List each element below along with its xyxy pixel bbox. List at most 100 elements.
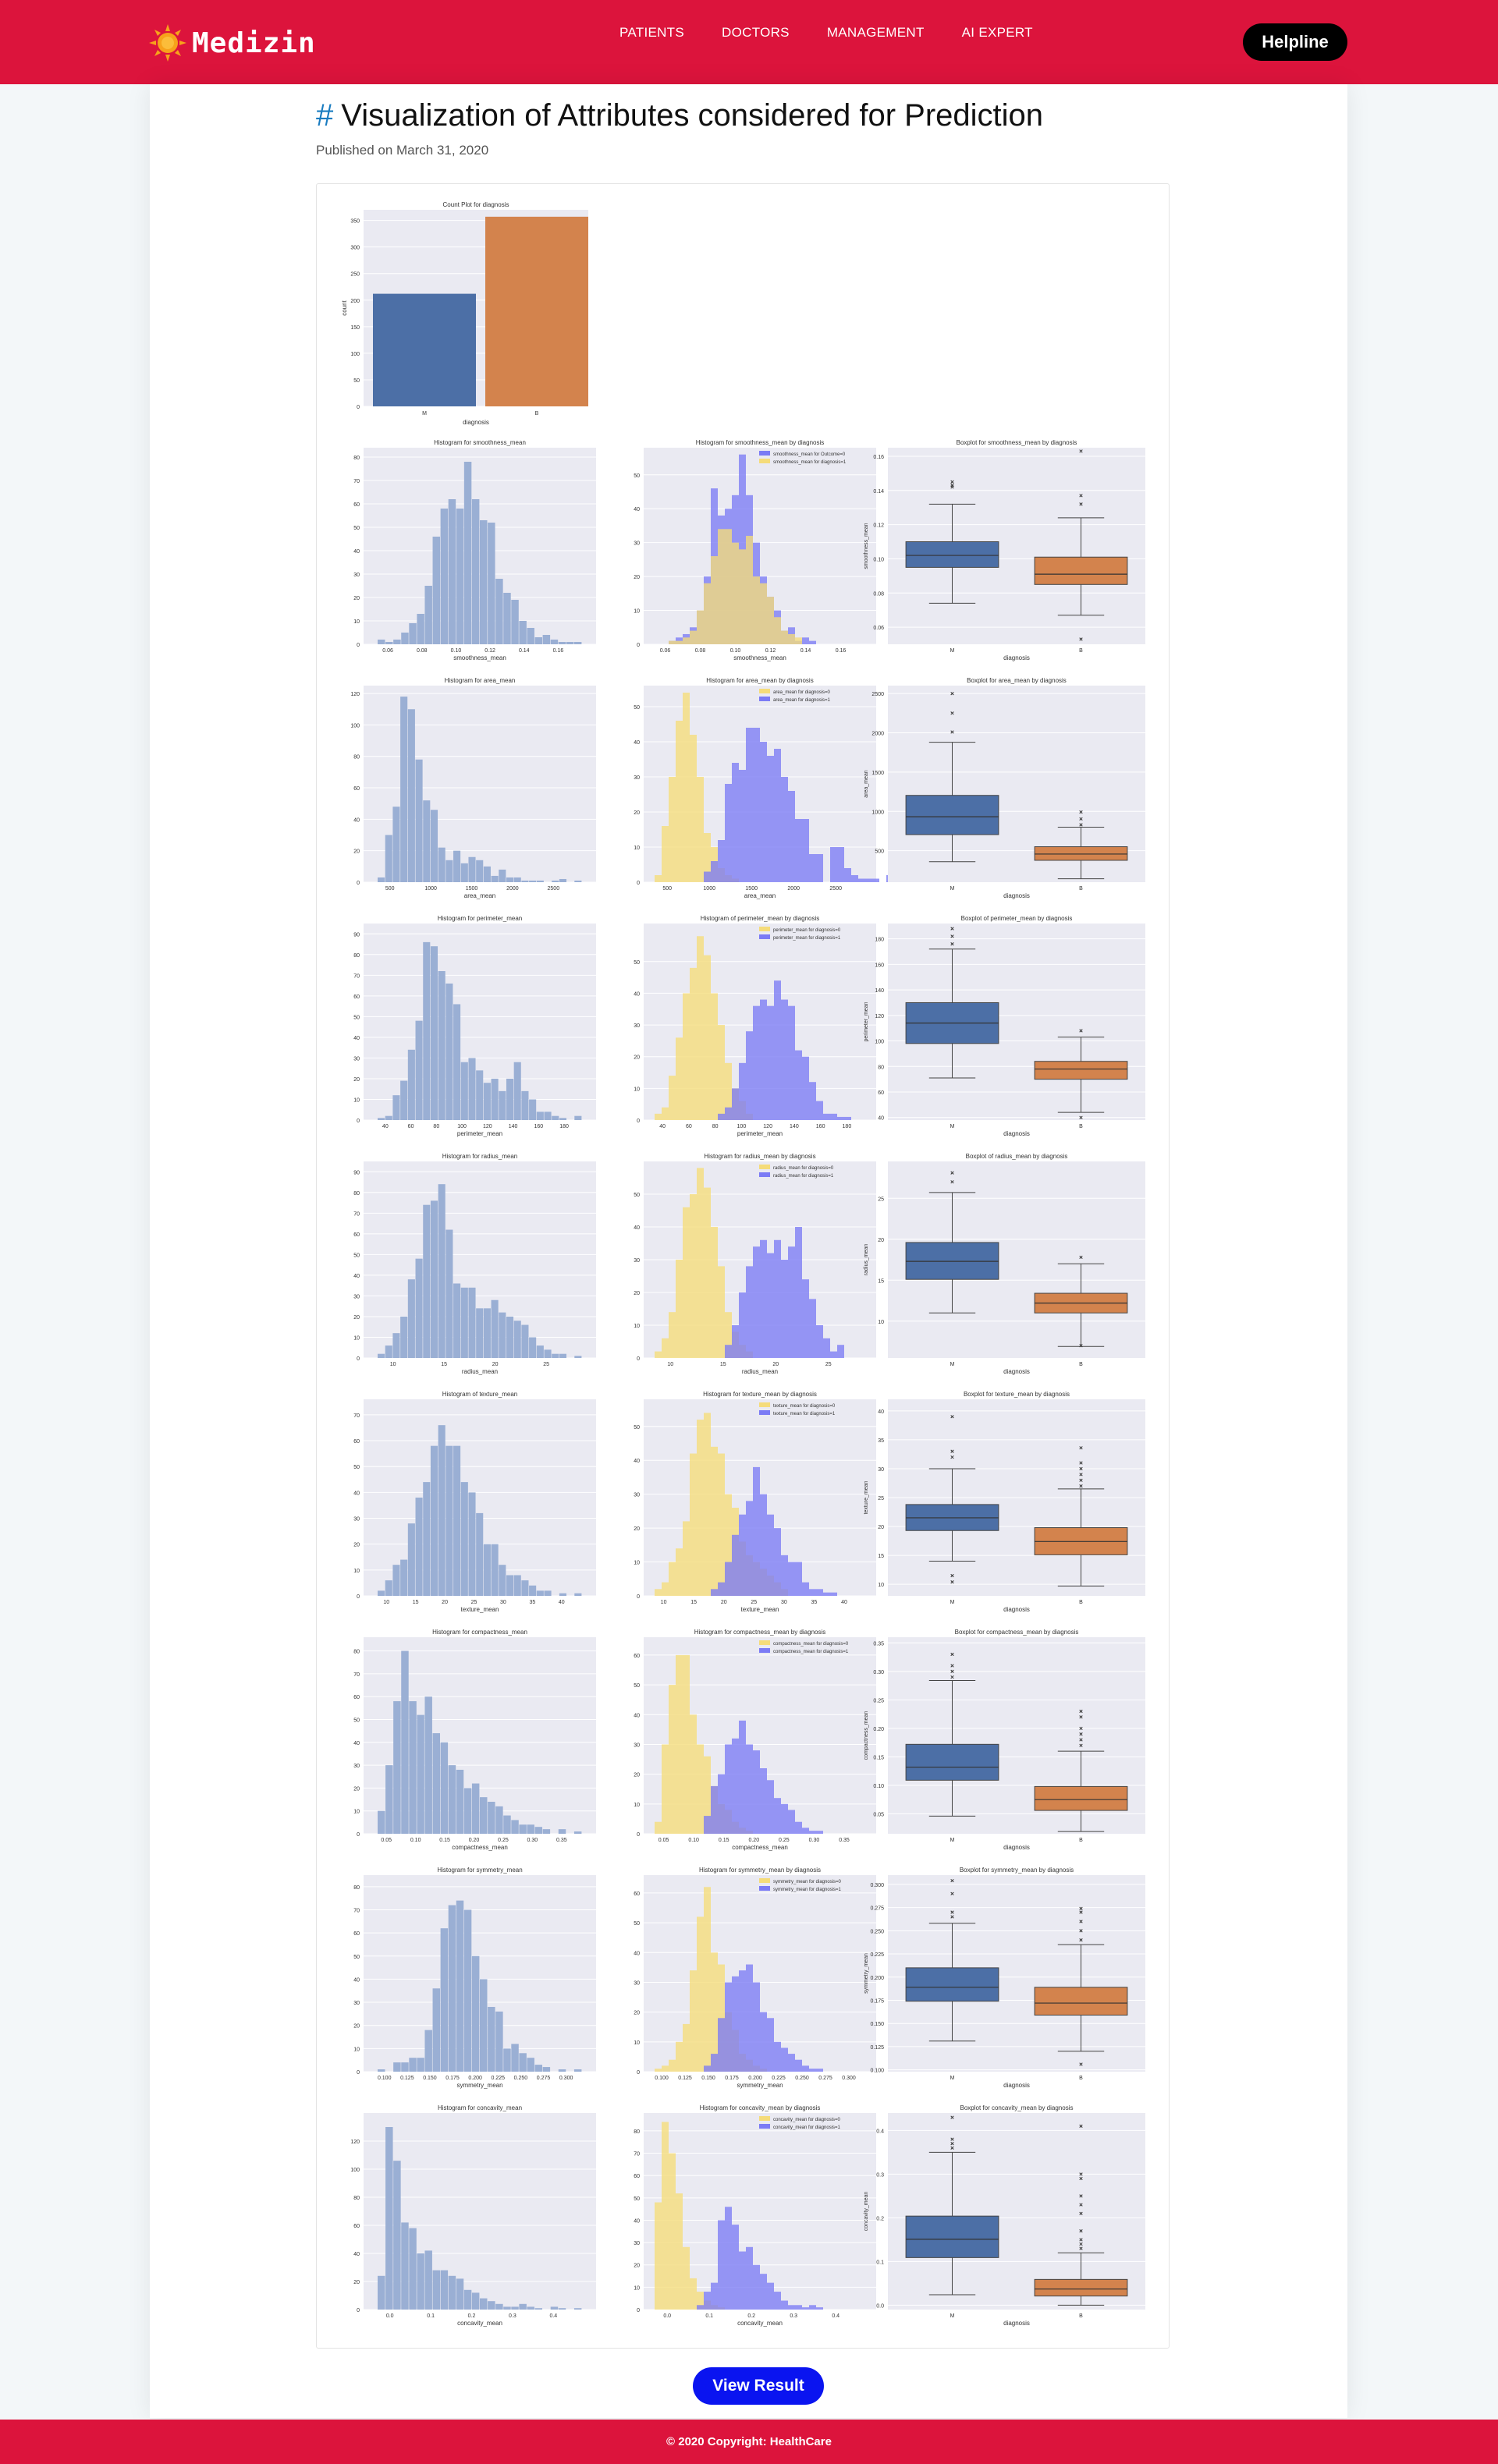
- hist-bar: [417, 2058, 424, 2072]
- x-tick-label: 0.300: [842, 2076, 856, 2081]
- x-axis-label: smoothness_mean: [733, 654, 786, 661]
- y-tick-label: 15: [878, 1554, 884, 1559]
- split-bar: [760, 583, 767, 644]
- outlier-point: [950, 2146, 954, 2150]
- x-tick-label: B: [535, 411, 539, 417]
- x-tick-label: 500: [385, 886, 395, 892]
- outlier-point: [1079, 637, 1083, 641]
- y-tick-label: 60: [353, 994, 360, 1000]
- view-result-button[interactable]: View Result: [693, 2367, 824, 2405]
- helpline-button[interactable]: Helpline: [1243, 23, 1347, 61]
- x-tick-label: 0.2: [468, 2313, 476, 2319]
- outlier-point: [1079, 1255, 1083, 1260]
- hist-bar: [468, 856, 476, 882]
- nav-doctors[interactable]: DOCTORS: [722, 25, 790, 40]
- hist-bar: [542, 1829, 551, 1834]
- split-hist-texture_mean: Histogram for texture_mean by diagnosis 0…: [634, 1391, 876, 1613]
- split-bar: [711, 2054, 718, 2072]
- y-tick-label: 0.4: [876, 2129, 884, 2134]
- y-tick-label: 40: [634, 1459, 640, 1464]
- y-tick-label: 60: [634, 1654, 640, 1659]
- y-tick-label: 10: [878, 1320, 884, 1325]
- y-tick-label: 50: [634, 2196, 640, 2202]
- split-bar: [739, 2251, 746, 2310]
- y-tick-label: 0: [357, 1356, 360, 1362]
- boxplot-smoothness_mean: Boxplot for smoothness_mean by diagnosis…: [864, 439, 1145, 661]
- boxplot-texture_mean: Boxplot for texture_mean by diagnosis 10 1…: [864, 1391, 1145, 1613]
- split-bar: [795, 1050, 802, 1120]
- split-bar: [669, 1076, 676, 1120]
- hist-bar: [378, 1118, 385, 1120]
- y-tick-label: 50: [353, 1465, 360, 1470]
- split-bar: [704, 833, 711, 882]
- y-tick-label: 0: [357, 1594, 360, 1600]
- x-axis-label: diagnosis: [1003, 1368, 1030, 1375]
- outlier-point: [1079, 817, 1083, 821]
- hist-bar: [471, 1955, 480, 2072]
- split-bar: [774, 1239, 781, 1358]
- hist-bar: [460, 1287, 468, 1358]
- hist-bar: [385, 1765, 393, 1834]
- y-tick-label: 20: [353, 2280, 360, 2285]
- x-tick-label: 2000: [787, 886, 800, 892]
- brand-logo[interactable]: Medizin: [148, 23, 316, 62]
- outlier-point: [1079, 1473, 1083, 1477]
- split-bar: [711, 1785, 718, 1834]
- split-bar: [718, 1453, 725, 1596]
- split-bar: [767, 1780, 774, 1834]
- split-bar: [676, 1654, 683, 1834]
- box-M: [905, 2215, 999, 2258]
- split-bar: [676, 640, 683, 644]
- y-tick-label: 0: [637, 2308, 640, 2313]
- split-bar: [718, 1266, 725, 1358]
- hist-bar: [417, 614, 424, 644]
- split-bar: [739, 549, 746, 644]
- split-bar: [788, 1810, 795, 1834]
- split-bar: [655, 2069, 662, 2072]
- x-axis-label: radius_mean: [462, 1368, 498, 1375]
- y-tick-label: 80: [353, 755, 360, 760]
- nav-patients[interactable]: PATIENTS: [619, 25, 685, 40]
- y-tick-label: 60: [878, 1090, 884, 1096]
- x-tick-label: 1500: [466, 886, 478, 892]
- hist-bar: [453, 850, 461, 882]
- x-tick-label: 0.20: [469, 1838, 480, 1843]
- y-tick-label: 0.175: [870, 1998, 884, 2004]
- split-bar: [732, 763, 739, 882]
- x-tick-label: 30: [500, 1600, 506, 1605]
- outlier-point: [1079, 494, 1083, 498]
- split-bar: [788, 1562, 795, 1596]
- split-bar: [753, 1750, 760, 1834]
- y-tick-label: 60: [353, 1232, 360, 1238]
- outlier-point: [1079, 1446, 1083, 1450]
- hist-bar: [415, 1020, 423, 1120]
- y-tick-label: 40: [353, 1036, 360, 1041]
- split-bar: [746, 1031, 753, 1120]
- split-bar: [830, 1113, 837, 1120]
- x-tick-label: 20: [721, 1600, 727, 1605]
- x-axis-label: perimeter_mean: [457, 1130, 502, 1137]
- hist-bar: [511, 600, 519, 644]
- y-tick-label: 80: [353, 456, 360, 461]
- x-tick-label: B: [1079, 2076, 1083, 2081]
- hist-bar: [559, 1593, 566, 1596]
- outlier-point: [1079, 823, 1083, 827]
- legend-swatch: [759, 2124, 770, 2129]
- y-tick-label: 0: [357, 405, 360, 410]
- x-tick-label: 0.15: [719, 1838, 729, 1843]
- x-tick-label: 0.10: [451, 648, 462, 654]
- nav-management[interactable]: MANAGEMENT: [826, 25, 925, 40]
- outlier-point: [1079, 1484, 1083, 1488]
- split-bar: [746, 535, 753, 644]
- split-bar: [767, 597, 774, 644]
- split-bar: [676, 1037, 683, 1120]
- x-tick-label: M: [950, 1362, 955, 1367]
- x-axis-label: diagnosis: [1003, 1130, 1030, 1137]
- nav-ai-expert[interactable]: AI EXPERT: [961, 25, 1033, 40]
- x-tick-label: 0.30: [809, 1838, 820, 1843]
- hist-bar: [424, 2250, 432, 2310]
- x-tick-label: M: [422, 411, 427, 417]
- hist-bar: [400, 697, 408, 882]
- hist-bar: [491, 1299, 499, 1358]
- y-tick-label: 160: [875, 963, 884, 968]
